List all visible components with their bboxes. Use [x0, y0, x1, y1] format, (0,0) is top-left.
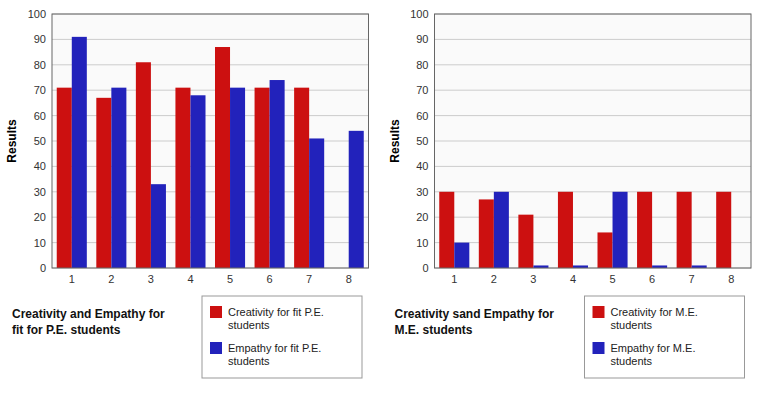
chart-title: Creativity sand Empathy forM.E. students — [395, 307, 555, 337]
legend-label: Empathy for fit P.E.students — [228, 342, 321, 367]
bar — [270, 80, 285, 268]
y-tick-label: 30 — [416, 186, 428, 198]
bar — [349, 131, 364, 268]
bar — [72, 37, 87, 268]
plot-area — [435, 14, 752, 268]
bar — [716, 192, 731, 268]
grid-line — [52, 39, 369, 40]
chart-title: Creativity and Empathy forfit for P.E. s… — [12, 307, 165, 337]
grid-line — [435, 191, 752, 192]
x-tick-label: 4 — [187, 273, 193, 285]
bar — [215, 47, 230, 268]
x-tick-label: 4 — [570, 273, 576, 285]
y-tick-label: 0 — [422, 262, 428, 274]
y-tick-label: 0 — [40, 262, 46, 274]
bar — [111, 88, 126, 268]
bar — [613, 192, 628, 268]
plot-frame — [52, 14, 369, 268]
y-tick-label: 70 — [416, 84, 428, 96]
x-tick-label: 3 — [148, 273, 154, 285]
x-tick-label: 6 — [267, 273, 273, 285]
bar — [494, 192, 509, 268]
y-tick-label: 80 — [416, 59, 428, 71]
bar — [637, 192, 652, 268]
grid-line — [435, 64, 752, 65]
panel: 0 10 20 30 40 50 60 70 80 90 100 1 2 3 4 5 6 7 8 Results Cre… — [5, 8, 369, 378]
x-tick-label: 2 — [491, 273, 497, 285]
legend: Creativity for M.E.students Empathy for M… — [585, 296, 745, 378]
bar — [597, 232, 612, 268]
bar — [558, 192, 573, 268]
y-tick-label: 20 — [34, 211, 46, 223]
y-tick-label: 50 — [416, 135, 428, 147]
grid-line — [52, 64, 369, 65]
bar — [175, 88, 190, 268]
y-tick-label: 40 — [416, 160, 428, 172]
y-tick-label: 50 — [34, 135, 46, 147]
bar — [294, 88, 309, 268]
y-axis-label: Results — [388, 119, 402, 163]
panel: 0 10 20 30 40 50 60 70 80 90 100 1 2 3 4 5 6 7 8 Results Cre… — [388, 8, 752, 378]
grid-line — [435, 39, 752, 40]
x-tick-label: 3 — [530, 273, 536, 285]
legend-label: Creativity for M.E.students — [611, 306, 698, 331]
y-tick-label: 60 — [34, 110, 46, 122]
x-tick-label: 7 — [306, 273, 312, 285]
bar — [136, 62, 151, 268]
x-tick-label: 7 — [689, 273, 695, 285]
grid-line — [435, 90, 752, 91]
y-tick-label: 30 — [34, 186, 46, 198]
y-tick-label: 10 — [416, 237, 428, 249]
plot-area — [52, 14, 369, 268]
bar — [96, 98, 111, 268]
y-axis-label: Results — [5, 119, 19, 163]
bars — [439, 192, 731, 268]
bar — [309, 138, 324, 268]
x-tick-label: 5 — [609, 273, 615, 285]
bar — [677, 192, 692, 268]
plot-frame — [435, 14, 752, 268]
legend-label: Creativity for fit P.E.students — [228, 306, 324, 331]
grid-line — [52, 90, 369, 91]
y-tick-label: 90 — [416, 33, 428, 45]
grid-line — [435, 166, 752, 167]
x-tick-label: 5 — [227, 273, 233, 285]
y-tick-label: 60 — [416, 110, 428, 122]
bar — [439, 192, 454, 268]
bar — [190, 95, 205, 268]
legend-box — [202, 296, 362, 378]
bar — [151, 184, 166, 268]
x-tick-label: 8 — [728, 273, 734, 285]
y-tick-label: 90 — [34, 33, 46, 45]
bar — [518, 215, 533, 268]
legend-label: Empathy for M.E.students — [611, 342, 696, 367]
bar — [479, 199, 494, 268]
legend-swatch — [593, 342, 605, 354]
x-tick-label: 2 — [108, 273, 114, 285]
bar — [230, 88, 245, 268]
bars — [57, 37, 364, 268]
y-tick-label: 10 — [34, 237, 46, 249]
bar — [57, 88, 72, 268]
legend-swatch — [210, 342, 222, 354]
legend-swatch — [210, 306, 222, 318]
y-tick-label: 70 — [34, 84, 46, 96]
y-tick-label: 20 — [416, 211, 428, 223]
x-tick-label: 1 — [451, 273, 457, 285]
legend: Creativity for fit P.E.students Empathy f… — [202, 296, 362, 378]
y-tick-label: 100 — [28, 8, 46, 20]
grid-line — [435, 115, 752, 116]
x-tick-label: 1 — [69, 273, 75, 285]
x-tick-label: 8 — [346, 273, 352, 285]
grid-line — [435, 141, 752, 142]
x-tick-label: 6 — [649, 273, 655, 285]
legend-box — [585, 296, 745, 378]
bar — [454, 243, 469, 268]
y-tick-label: 40 — [34, 160, 46, 172]
y-tick-label: 100 — [410, 8, 428, 20]
legend-swatch — [593, 306, 605, 318]
bar — [255, 88, 270, 268]
y-tick-label: 80 — [34, 59, 46, 71]
chart-root: 010203040506070809010012345678ResultsCre… — [0, 0, 765, 415]
